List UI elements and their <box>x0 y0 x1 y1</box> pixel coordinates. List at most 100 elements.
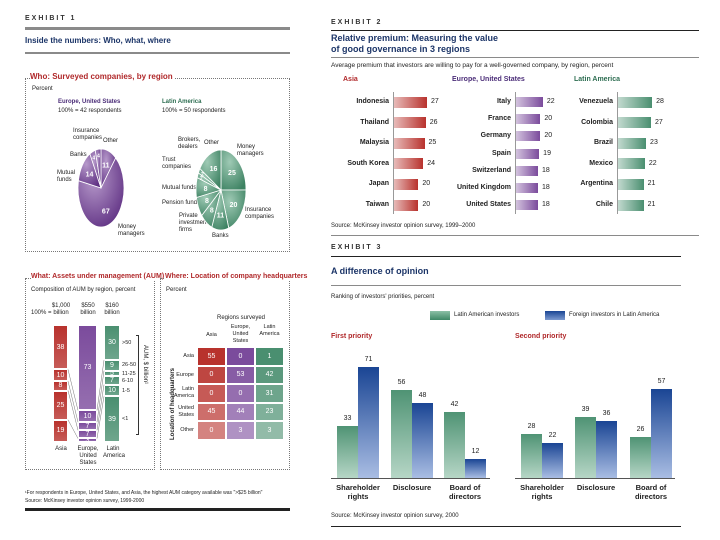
aum-col-label: Latin America <box>103 446 126 459</box>
country-label: United States <box>466 201 511 208</box>
hq-cell: 45 <box>197 402 226 421</box>
premium-bar <box>394 178 419 190</box>
total-value: $1,000 <box>51 303 71 309</box>
priority-bar <box>337 426 358 478</box>
country-label: Indonesia <box>356 98 389 105</box>
connector-line <box>96 396 105 439</box>
hq-cell: 55 <box>197 347 226 366</box>
aum-segment: 7 <box>78 422 97 431</box>
aum-total-prefix: 100% = <box>31 310 52 316</box>
premium-value: 21 <box>647 201 656 208</box>
pie-label: Private investment firms <box>179 213 209 233</box>
where-unit: Percent <box>166 287 187 293</box>
divider <box>25 508 290 511</box>
premium-bar <box>618 96 653 108</box>
pie-slice-value: 4 <box>97 154 100 160</box>
category-label: Disclosure <box>392 483 432 492</box>
category-label: Disclosure <box>576 483 616 492</box>
priority-value: 12 <box>471 448 480 456</box>
premium-bar <box>618 178 644 190</box>
axis-line <box>617 92 618 214</box>
hq-cell: 23 <box>255 402 284 421</box>
hq-cell: 0 <box>197 365 226 384</box>
premium-bar <box>394 137 425 149</box>
hq-column-header: Asia <box>206 332 217 338</box>
pie-slice <box>220 149 247 191</box>
connector-line <box>96 370 105 423</box>
hq-cell: 3 <box>226 421 255 440</box>
divider <box>331 30 699 31</box>
priority-bar <box>358 366 379 478</box>
where-column-group: Regions surveyed <box>216 315 266 321</box>
divider <box>331 57 699 58</box>
hq-row-label: United States <box>178 404 194 418</box>
aum-band-label: 1-5 <box>122 387 130 394</box>
premium-value: 23 <box>650 139 658 147</box>
aum-segment: 8 <box>53 381 68 391</box>
aum-segment: 73 <box>78 325 97 411</box>
total-value: $550 <box>81 303 95 309</box>
country-label: Mexico <box>589 159 613 167</box>
priority-value: 71 <box>364 355 373 363</box>
premium-bar <box>618 117 651 129</box>
total-value: $160 <box>105 303 119 309</box>
priority-value: 22 <box>548 432 557 440</box>
country-label: Thailand <box>360 118 389 126</box>
pie-slice-value: 8 <box>204 186 208 193</box>
country-label: Taiwan <box>365 201 389 208</box>
priority-value: 26 <box>636 426 645 434</box>
aum-title: What: Assets under management (AUM) <box>31 273 167 281</box>
pie-slice-value: 2 <box>201 172 204 178</box>
exhibit2-subtitle: Average premium that investors are willi… <box>331 62 614 69</box>
premium-bar <box>394 158 424 170</box>
aum-segment: 19 <box>53 419 68 442</box>
aum-segment: 38 <box>53 325 68 370</box>
premium-value: 18 <box>541 201 550 208</box>
pie-slice-value: 11 <box>217 212 225 219</box>
premium-value: 25 <box>428 139 437 147</box>
category-label: Shareholder rights <box>520 483 564 501</box>
aum-total: $1,000 billion <box>50 303 72 317</box>
aum-segment: 9 <box>104 360 120 371</box>
pie-label: Banks <box>212 233 229 239</box>
premium-value: 22 <box>546 98 555 105</box>
country-label: Germany <box>480 132 511 140</box>
hq-row-label: Asia <box>183 353 194 359</box>
priority-bar <box>596 421 617 478</box>
premium-value: 24 <box>427 159 436 167</box>
pie-label: Other <box>204 140 220 146</box>
priority-value: 39 <box>581 405 590 413</box>
pie-slice <box>94 148 102 189</box>
pie-slice-value: 4 <box>92 156 95 162</box>
premium-bar <box>516 148 540 159</box>
aum-segment: 10 <box>53 369 68 382</box>
aum-band-label: >50 <box>122 339 132 346</box>
premium-value: 18 <box>541 166 550 174</box>
hq-cell: 31 <box>255 384 284 403</box>
pie-slice-value: 14 <box>86 171 94 178</box>
priority-value: 42 <box>450 401 459 409</box>
priority-value: 48 <box>418 391 427 399</box>
aum-bracket <box>136 335 139 435</box>
connector-line <box>67 419 79 439</box>
connector-line <box>67 381 79 423</box>
pie-slice-value: 11 <box>102 163 110 170</box>
aum-total: $160 billion <box>101 303 123 317</box>
priority-bar <box>630 437 651 478</box>
divider <box>331 256 681 257</box>
premium-value: 20 <box>544 132 553 140</box>
pie-label: Trust companies <box>162 157 192 170</box>
premium-value: 20 <box>422 180 431 188</box>
aum-segment: 10 <box>104 384 120 397</box>
priority-bar <box>444 412 465 478</box>
legend-swatch-foreign <box>545 311 565 320</box>
premium-value: 21 <box>647 180 656 188</box>
priority-value: 36 <box>602 410 611 418</box>
hq-row-label: Latin America <box>173 386 194 399</box>
pie-slice <box>77 157 125 228</box>
premium-bar <box>618 158 645 170</box>
divider <box>25 52 290 54</box>
premium-bar <box>394 96 427 108</box>
